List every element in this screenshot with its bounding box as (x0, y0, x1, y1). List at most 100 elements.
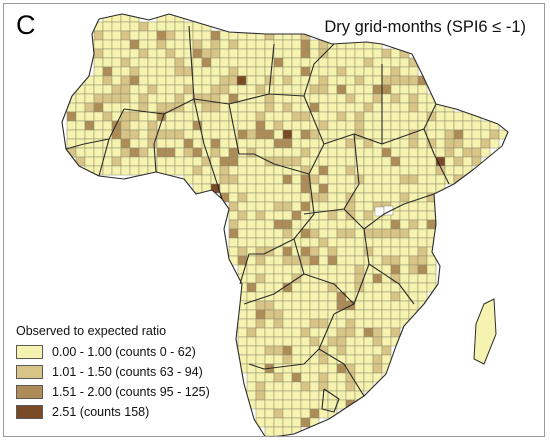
grid-cell (282, 57, 293, 68)
grid-cell (336, 345, 347, 356)
grid-cell (183, 174, 194, 185)
grid-cell (417, 111, 428, 122)
grid-cell (372, 120, 383, 131)
grid-cell (417, 93, 428, 104)
grid-cell (192, 147, 203, 158)
grid-cell (129, 75, 140, 86)
grid-cell (345, 336, 356, 347)
grid-cell (390, 318, 401, 329)
grid-cell (363, 192, 374, 203)
grid-cell (327, 300, 338, 311)
grid-cell (291, 192, 302, 203)
grid-cell (255, 201, 266, 212)
grid-cell (336, 183, 347, 194)
grid-cell (111, 30, 122, 41)
grid-cell (336, 318, 347, 329)
country-border (263, 173, 315, 255)
grid-cell (408, 219, 419, 230)
grid-cell (201, 84, 212, 95)
grid-cell (363, 300, 374, 311)
grid-cell (372, 66, 383, 77)
grid-cell (255, 336, 266, 347)
grid-cell (372, 228, 383, 239)
grid-cell (372, 363, 383, 374)
grid-cell (111, 120, 122, 131)
grid-cell (381, 228, 392, 239)
grid-cell (66, 129, 77, 140)
grid-cell (399, 174, 410, 185)
grid-cell (246, 156, 257, 167)
grid-cell (282, 354, 293, 365)
grid-cell (273, 102, 284, 113)
grid-cell (282, 228, 293, 239)
grid-cell (93, 30, 104, 41)
grid-cell (273, 309, 284, 320)
grid-cell (219, 165, 230, 176)
grid-cell (327, 48, 338, 59)
grid-cell (372, 300, 383, 311)
grid-cell (228, 246, 239, 257)
grid-cell (93, 84, 104, 95)
grid-cell (408, 264, 419, 275)
grid-cell (390, 327, 401, 338)
grid-cell (111, 48, 122, 59)
grid-cell (426, 156, 437, 167)
grid-cell (372, 354, 383, 365)
grid-cell (309, 399, 320, 410)
grid-cell (264, 174, 275, 185)
grid-cell (354, 138, 365, 149)
grid-cell (345, 165, 356, 176)
grid-cell (363, 75, 374, 86)
legend-swatch (16, 344, 43, 359)
grid-cell (345, 75, 356, 86)
grid-cell (336, 156, 347, 167)
grid-cell (84, 147, 95, 158)
grid-cell (489, 138, 500, 149)
grid-cell (372, 255, 383, 266)
grid-cell (237, 246, 248, 257)
grid-cell (354, 111, 365, 122)
grid-cell (264, 102, 275, 113)
grid-cell (309, 174, 320, 185)
grid-cell (453, 111, 464, 122)
grid-cell (138, 120, 149, 131)
grid-cell (264, 282, 275, 293)
grid-cell (336, 381, 347, 392)
grid-cell (228, 210, 239, 221)
grid-cell (399, 264, 410, 275)
grid-cell (327, 174, 338, 185)
grid-cell (102, 66, 113, 77)
grid-cell (390, 183, 401, 194)
legend-label: 1.01 - 1.50 (counts 63 - 94) (52, 364, 203, 379)
legend: Observed to expected ratio 0.00 - 1.00 (… (16, 324, 210, 423)
grid-cell (102, 39, 113, 50)
grid-cell (138, 84, 149, 95)
grid-cell (372, 147, 383, 158)
grid-cell (417, 210, 428, 221)
grid-cell (336, 102, 347, 113)
grid-cell (237, 156, 248, 167)
grid-cell (93, 57, 104, 68)
country-border (423, 128, 450, 185)
country-border (318, 348, 365, 397)
grid-cell (372, 93, 383, 104)
grid-cell (480, 138, 491, 149)
grid-cell (273, 318, 284, 329)
grid-cell (120, 147, 131, 158)
grid-cell (291, 354, 302, 365)
grid-cell (120, 138, 131, 149)
grid-cell (309, 381, 320, 392)
grid-cell (201, 75, 212, 86)
grid-cell (228, 174, 239, 185)
grid-cell (426, 282, 437, 293)
grid-cell (345, 66, 356, 77)
grid-cell (255, 102, 266, 113)
grid-cell (273, 66, 284, 77)
grid-cell (246, 309, 257, 320)
grid-cell (210, 138, 221, 149)
grid-cell (372, 174, 383, 185)
grid-cell (273, 75, 284, 86)
grid-cell (390, 120, 401, 131)
grid-cell (363, 201, 374, 212)
grid-cell (336, 282, 347, 293)
